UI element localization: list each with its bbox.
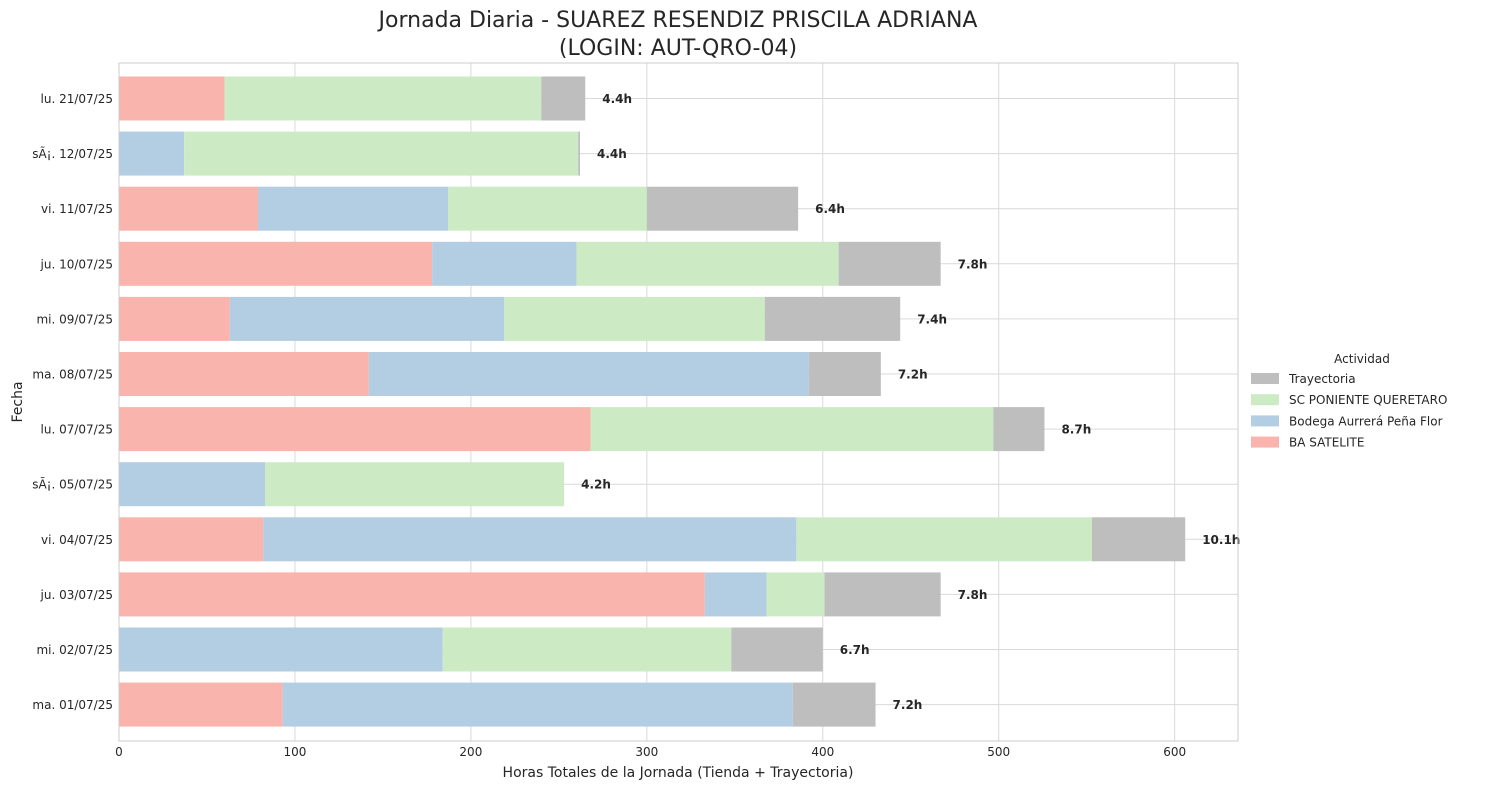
- bar-segment: [119, 352, 369, 396]
- bar-segment: [792, 682, 876, 727]
- bar-total-label: 4.4h: [602, 92, 632, 106]
- bar-segment: [731, 627, 823, 672]
- bar-segment: [590, 407, 994, 452]
- bar-segment: [119, 131, 185, 176]
- bar-segment: [119, 407, 591, 452]
- bar-total-label: 4.2h: [581, 478, 611, 492]
- legend-label: SC PONIENTE QUERETARO: [1289, 393, 1447, 407]
- bar-segment: [442, 627, 732, 672]
- x-tick-label: 300: [635, 745, 658, 759]
- bar-total-label: 7.2h: [898, 368, 928, 382]
- x-tick-label: 200: [459, 745, 482, 759]
- bar-segment: [184, 131, 579, 176]
- x-tick-label: 100: [283, 745, 306, 759]
- bar-total-label: 10.1h: [1202, 533, 1240, 547]
- bar-segment: [119, 76, 225, 121]
- y-tick-label: sÃ¡. 05/07/25: [32, 477, 113, 492]
- x-tick-label: 0: [115, 745, 123, 759]
- plot-frame: [118, 62, 1239, 742]
- y-tick-label: mi. 09/07/25: [36, 312, 113, 326]
- bar-total-label: 6.4h: [815, 202, 845, 216]
- bar-segment: [504, 296, 765, 341]
- y-tick-label: vi. 04/07/25: [41, 533, 113, 547]
- bar-segment: [224, 76, 542, 121]
- chart-subtitle: (LOGIN: AUT-QRO-04): [559, 36, 797, 61]
- y-tick-label: ju. 03/07/25: [40, 588, 113, 602]
- y-tick-label: mi. 02/07/25: [36, 643, 113, 657]
- bar-segment: [119, 186, 258, 231]
- legend-label: Trayectoria: [1288, 372, 1356, 386]
- bar-total-label: 7.8h: [958, 257, 988, 271]
- legend-label: BA SATELITE: [1289, 436, 1364, 450]
- bar-segment: [119, 517, 264, 562]
- bar-total-label: 7.4h: [917, 312, 947, 326]
- bar-segment: [229, 296, 505, 341]
- bars-layer: 4.4h 4.4h 6.4h 7.8h 7.4h 7.2h 8.7h 4.2h 10.1h 7.8…: [119, 76, 1240, 727]
- bar-segment: [1091, 517, 1186, 562]
- legend: Actividad Trayectoria SC PONIENTE QUERETA…: [1251, 352, 1447, 450]
- bar-segment: [993, 407, 1045, 452]
- bar-segment: [257, 186, 449, 231]
- bar-total-label: 4.4h: [597, 147, 627, 161]
- legend-label: Bodega Aurrerá Peña Flor: [1289, 414, 1443, 428]
- bar-segment: [646, 186, 799, 231]
- bar-segment: [119, 627, 443, 672]
- legend-swatch: [1251, 415, 1279, 427]
- y-tick-label: ma. 08/07/25: [32, 368, 113, 382]
- bar-segment: [824, 572, 941, 617]
- y-tick-label: ju. 10/07/25: [40, 257, 113, 271]
- x-tick-label: 600: [1163, 745, 1186, 759]
- bar-segment: [704, 572, 767, 617]
- legend-swatch: [1251, 373, 1279, 384]
- bar-segment: [263, 517, 797, 562]
- x-axis-label: Horas Totales de la Jornada (Tienda + Tr…: [503, 765, 854, 781]
- legend-swatch: [1251, 394, 1279, 406]
- bar-segment: [541, 76, 586, 121]
- bar-segment: [764, 296, 901, 341]
- bar-segment: [432, 241, 577, 286]
- bar-total-label: 7.2h: [893, 698, 923, 712]
- y-ticks: lu. 21/07/25 sÃ¡. 12/07/25 vi. 11/07/25 ju.…: [32, 92, 113, 712]
- x-ticks: 0 100 200 300 400 500 600: [115, 745, 1186, 759]
- bar-segment: [838, 241, 941, 286]
- bar-segment: [576, 241, 839, 286]
- bar-total-label: 6.7h: [840, 643, 870, 657]
- y-tick-label: sÃ¡. 12/07/25: [32, 146, 113, 161]
- bar-segment: [578, 131, 580, 176]
- y-tick-label: lu. 07/07/25: [41, 423, 113, 437]
- bar-segment: [119, 241, 433, 286]
- y-tick-label: ma. 01/07/25: [32, 698, 113, 712]
- bar-segment: [119, 296, 230, 341]
- bar-segment: [808, 352, 881, 396]
- bar-segment: [119, 462, 266, 507]
- bar-segment: [448, 186, 647, 231]
- chart-title: Jornada Diaria - SUAREZ RESENDIZ PRISCIL…: [377, 8, 978, 33]
- bar-segment: [766, 572, 825, 617]
- bar-segment: [119, 572, 705, 617]
- bar-segment: [368, 352, 809, 396]
- y-axis-label: Fecha: [10, 381, 26, 422]
- x-tick-label: 400: [811, 745, 834, 759]
- bar-segment: [265, 462, 565, 507]
- bar-segment: [796, 517, 1092, 562]
- y-tick-label: vi. 11/07/25: [41, 202, 113, 216]
- y-tick-label: lu. 21/07/25: [41, 92, 113, 106]
- bar-total-label: 7.8h: [958, 588, 988, 602]
- legend-swatch: [1251, 436, 1279, 448]
- bar-segment: [119, 682, 283, 727]
- legend-title: Actividad: [1334, 352, 1390, 366]
- x-tick-label: 500: [987, 745, 1010, 759]
- bar-total-label: 8.7h: [1061, 423, 1091, 437]
- bar-segment: [282, 682, 793, 727]
